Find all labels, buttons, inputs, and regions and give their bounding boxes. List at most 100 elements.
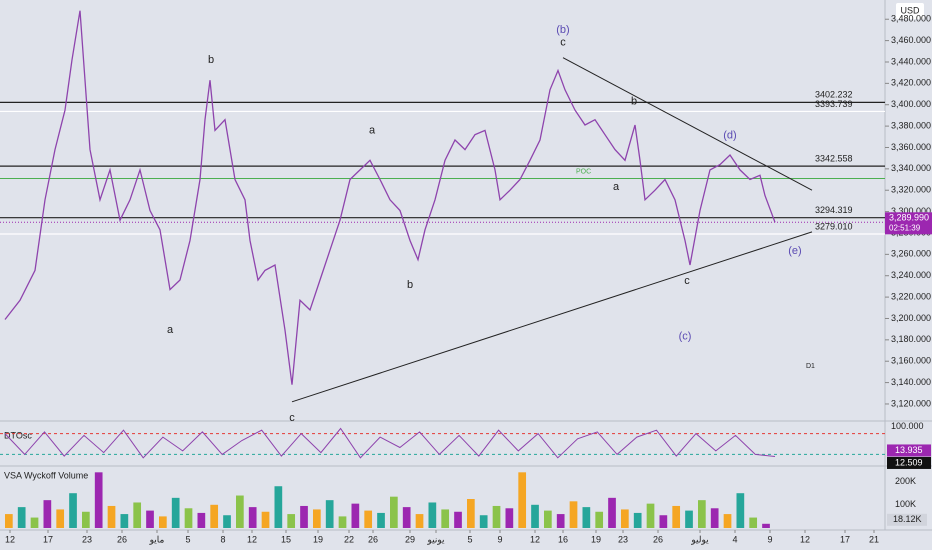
volume-bar	[582, 507, 591, 528]
x-tick-label: 26	[653, 534, 663, 544]
volume-tick-label: 100K	[895, 499, 916, 509]
y-tick-label: 3,460.000	[891, 35, 931, 45]
wave-label: a	[167, 324, 174, 336]
x-tick-label: 12	[247, 534, 257, 544]
wave-label: a	[369, 124, 376, 136]
currency: USD	[900, 5, 920, 15]
x-tick-label: 15	[281, 534, 291, 544]
y-tick-label: 3,260.000	[891, 249, 931, 259]
wave-label: (d)	[723, 130, 736, 142]
x-tick-label: 29	[405, 534, 415, 544]
y-tick-label: 3,160.000	[891, 356, 931, 366]
wave-label: (e)	[788, 245, 801, 257]
volume-bar	[120, 514, 129, 528]
volume-bar	[133, 502, 142, 528]
y-tick-label: 3,220.000	[891, 291, 931, 301]
volume-tick-label: 200K	[895, 476, 916, 486]
volume-bar	[479, 515, 488, 528]
wave-label: b	[208, 54, 214, 66]
volume-bar	[261, 511, 270, 528]
volume-bar	[454, 511, 462, 528]
volume-bar	[94, 472, 103, 528]
x-tick-label: يوليو	[690, 534, 709, 545]
y-tick-label: 3,300.000	[891, 206, 931, 216]
x-tick-label: 9	[497, 534, 502, 544]
osc-line	[4, 427, 776, 459]
volume-bar	[274, 486, 283, 528]
x-tick-label: 17	[43, 534, 53, 544]
volume-bar	[390, 496, 398, 528]
y-tick-label: 3,240.000	[891, 270, 931, 280]
wave-label: c	[560, 37, 566, 49]
y-tick-label: 3,380.000	[891, 120, 931, 130]
volume-bar	[441, 509, 450, 528]
y-tick-label: 3,480.000	[891, 14, 931, 24]
y-tick-label: 3,440.000	[891, 56, 931, 66]
osc-badge-label: 13.935	[895, 445, 923, 455]
x-tick-label: 19	[591, 534, 601, 544]
volume-bar	[197, 512, 206, 528]
wave-label: c	[684, 275, 690, 287]
x-tick-label: 23	[82, 534, 92, 544]
volume-bar	[146, 510, 154, 528]
x-tick-label: يونيو	[426, 534, 445, 545]
price-label: 3,289.990	[889, 213, 929, 223]
volume-badge-label: 18.12K	[893, 514, 922, 524]
volume-bar	[300, 505, 308, 528]
volume-bar	[710, 508, 719, 528]
volume-bar	[402, 507, 411, 528]
volume-bar	[531, 504, 539, 528]
poc-label: POC	[576, 168, 591, 175]
x-tick-label: 21	[869, 534, 879, 544]
wave-label: (b)	[556, 24, 569, 36]
volume-bar	[248, 507, 257, 528]
volume-bar	[351, 503, 360, 528]
x-tick-label: 26	[368, 534, 378, 544]
volume-bar	[646, 503, 655, 528]
x-tick-label: 17	[840, 534, 850, 544]
volume-bar	[171, 497, 180, 528]
volume-bar	[338, 516, 347, 528]
volume-bar	[364, 510, 373, 528]
wave-label: c	[289, 412, 295, 424]
level-label: 3294.319	[815, 205, 853, 215]
volume-bar	[608, 497, 616, 528]
volume-bar	[428, 502, 437, 528]
y-tick-label: 3,180.000	[891, 334, 931, 344]
y-tick-label: 3,120.000	[891, 398, 931, 408]
x-tick-label: 23	[618, 534, 628, 544]
volume-bar	[210, 504, 219, 528]
wave-label: b	[407, 279, 413, 291]
timeframe: D1	[806, 363, 815, 370]
currency-box	[896, 3, 924, 19]
osc-badge	[887, 456, 931, 469]
volume-bar	[30, 517, 39, 528]
volume-bar	[595, 511, 604, 528]
x-tick-label: 19	[313, 534, 323, 544]
osc-tick-label: 100.000	[891, 421, 924, 431]
volume-bar	[159, 516, 167, 528]
wave-label: b	[631, 95, 637, 107]
volume-bar	[556, 514, 565, 528]
volume-bar	[672, 505, 681, 528]
x-tick-label: 5	[185, 534, 190, 544]
volume-bar	[467, 499, 475, 528]
volume-bar	[723, 514, 732, 528]
volume-bar	[43, 500, 52, 528]
volume-bar	[633, 512, 642, 528]
x-tick-label: مايو	[149, 534, 165, 545]
trendline	[562, 57, 813, 191]
trendline	[291, 231, 813, 403]
volume-bar	[492, 505, 501, 528]
wave-label: (c)	[679, 331, 692, 343]
volume-bar	[518, 472, 527, 528]
y-tick-label: 3,400.000	[891, 99, 931, 109]
countdown: 02:51:39	[889, 223, 921, 232]
volume-bar	[17, 507, 26, 528]
x-tick-label: 5	[467, 534, 472, 544]
volume-bar	[377, 512, 385, 528]
y-tick-label: 3,320.000	[891, 185, 931, 195]
volume-bar	[698, 500, 706, 528]
